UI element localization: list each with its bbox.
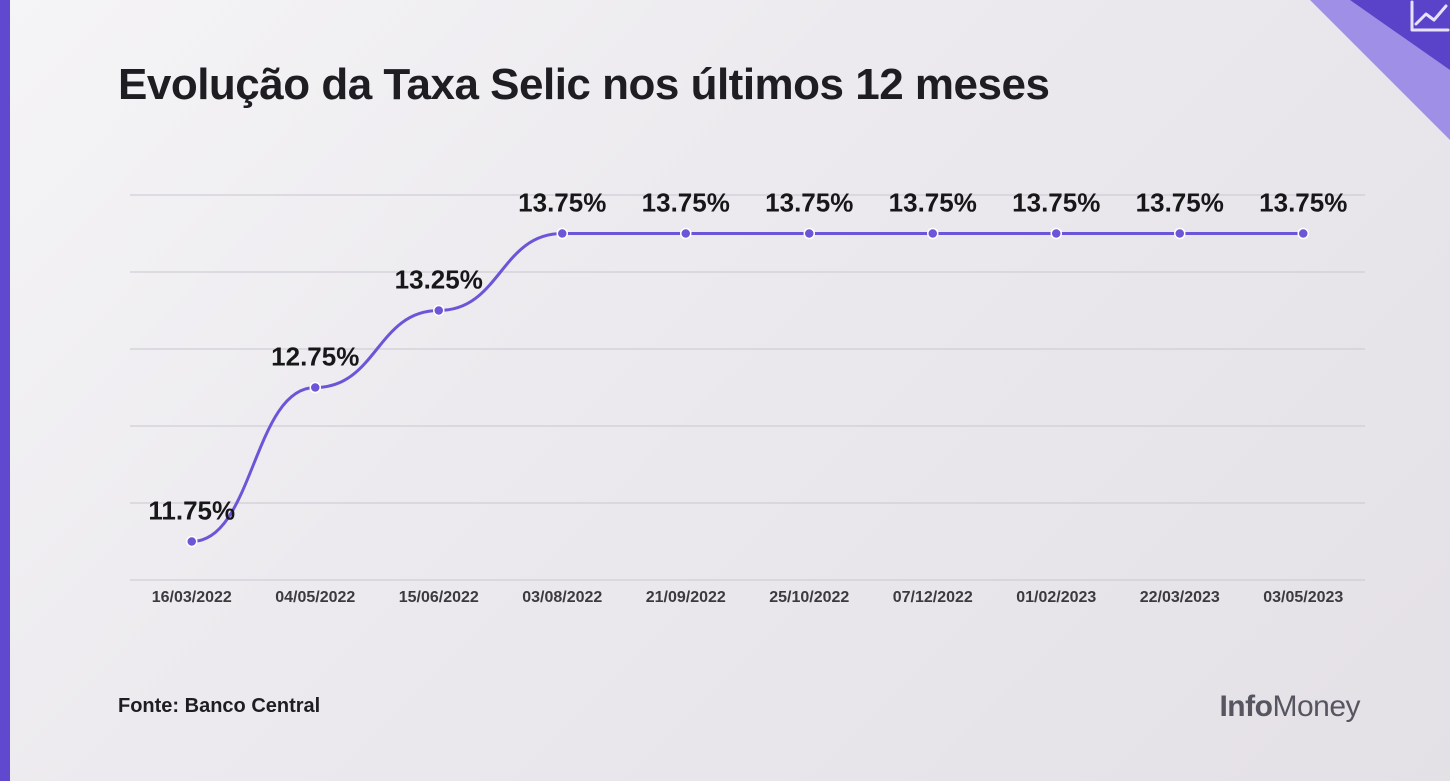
x-axis-label: 15/06/2022 <box>399 589 479 606</box>
data-label: 13.75% <box>518 188 606 218</box>
data-label: 12.75% <box>271 342 359 372</box>
x-axis-label: 22/03/2023 <box>1140 589 1220 606</box>
data-label: 13.75% <box>889 188 977 218</box>
chart-line-icon <box>1410 0 1450 32</box>
data-point <box>928 229 938 239</box>
data-point <box>310 383 320 393</box>
data-point <box>1298 229 1308 239</box>
x-axis-label: 03/08/2022 <box>522 589 602 606</box>
x-axis-label: 21/09/2022 <box>646 589 726 606</box>
x-axis-label: 16/03/2022 <box>152 589 232 606</box>
data-point <box>1175 229 1185 239</box>
x-axis-label: 04/05/2022 <box>275 589 355 606</box>
accent-stripe <box>0 0 10 781</box>
data-label: 13.25% <box>395 265 483 295</box>
x-axis-label: 01/02/2023 <box>1016 589 1096 606</box>
chart-plot-area: 11.75%16/03/202212.75%04/05/202213.25%15… <box>130 195 1365 580</box>
data-label: 13.75% <box>765 188 853 218</box>
x-axis-label: 03/05/2023 <box>1263 589 1343 606</box>
x-axis-label: 07/12/2022 <box>893 589 973 606</box>
data-point <box>681 229 691 239</box>
data-point <box>804 229 814 239</box>
chart-card: Evolução da Taxa Selic nos últimos 12 me… <box>0 0 1450 781</box>
brand-logo: InfoMoney <box>1219 690 1360 724</box>
data-point <box>1051 229 1061 239</box>
source-label: Fonte: Banco Central <box>118 695 320 718</box>
data-point <box>434 306 444 316</box>
data-point <box>557 229 567 239</box>
data-label: 13.75% <box>1259 188 1347 218</box>
data-label: 13.75% <box>642 188 730 218</box>
x-axis-label: 25/10/2022 <box>769 589 849 606</box>
data-label: 13.75% <box>1136 188 1224 218</box>
data-label: 13.75% <box>1012 188 1100 218</box>
corner-accent <box>1270 0 1450 140</box>
brand-part1: Info <box>1219 690 1272 723</box>
series-line <box>192 234 1304 542</box>
chart-title: Evolução da Taxa Selic nos últimos 12 me… <box>118 60 1049 110</box>
data-label: 11.75% <box>148 496 235 526</box>
data-point <box>187 537 197 547</box>
line-chart-svg: 11.75%16/03/202212.75%04/05/202213.25%15… <box>130 195 1365 580</box>
brand-part2: Money <box>1272 690 1360 723</box>
